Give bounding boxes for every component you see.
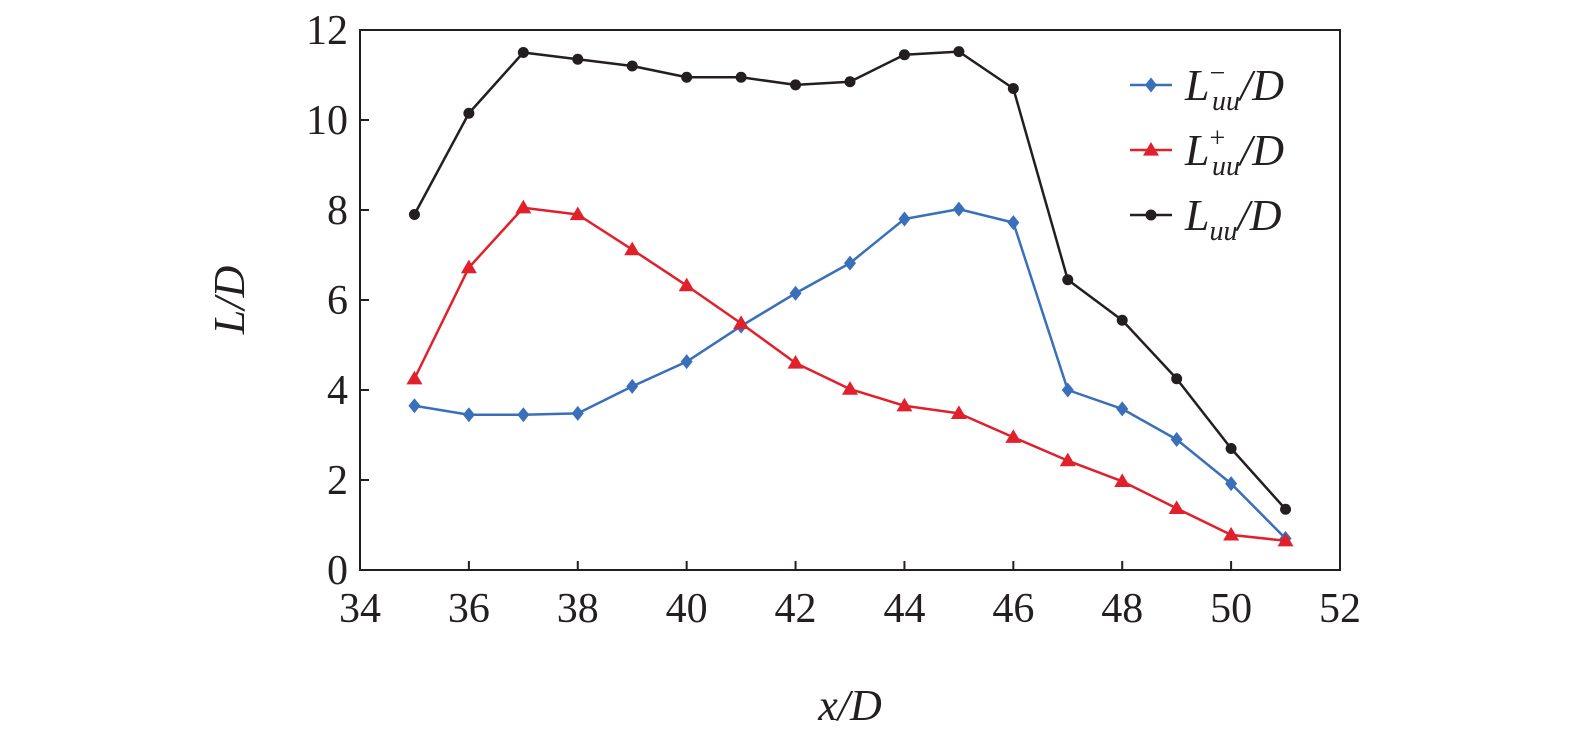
x-tick-label: 34: [339, 586, 381, 632]
series-1: [406, 199, 1294, 547]
y-axis-title: L/D: [205, 266, 254, 336]
data-point: [517, 407, 530, 423]
legend-item-0: L− uu/D: [1130, 58, 1284, 117]
x-tick-label: 36: [448, 586, 490, 632]
x-tick-label: 50: [1210, 586, 1252, 632]
legend-label: L− uu/D: [1184, 58, 1284, 117]
y-tick-label: 2: [327, 458, 348, 504]
data-point: [1225, 443, 1237, 454]
data-point: [898, 211, 911, 227]
series-2: [408, 46, 1292, 515]
series-line: [413, 50, 1287, 511]
x-tick-label: 38: [557, 586, 599, 632]
x-tick-label: 52: [1319, 586, 1361, 632]
data-point: [1225, 476, 1238, 492]
data-point: [463, 107, 475, 119]
data-point: [1116, 314, 1128, 326]
y-tick-label: 8: [327, 188, 348, 234]
x-tick-label: 42: [775, 586, 817, 632]
data-point: [735, 71, 747, 83]
legend-marker: [1143, 142, 1159, 156]
y-tick-label: 12: [306, 8, 348, 54]
data-point: [681, 71, 693, 83]
data-point: [517, 47, 529, 58]
data-point: [953, 46, 965, 58]
legend-item-1: L+ uu/D: [1130, 123, 1284, 182]
data-point: [952, 201, 965, 217]
data-point: [1170, 432, 1183, 447]
data-point: [1280, 503, 1292, 515]
legend-label: L+ uu/D: [1184, 123, 1284, 182]
data-point: [844, 255, 856, 271]
data-point: [515, 199, 532, 214]
data-point: [1223, 526, 1240, 541]
data-point: [1116, 401, 1129, 417]
data-point: [1061, 382, 1074, 398]
data-point: [462, 407, 475, 423]
data-point: [572, 53, 584, 65]
data-point: [896, 397, 913, 412]
legend-label: Luu/D: [1184, 191, 1282, 247]
data-point: [1114, 473, 1131, 487]
data-point: [569, 206, 586, 221]
x-tick-label: 44: [883, 586, 925, 632]
y-tick-label: 10: [306, 98, 348, 144]
data-point: [844, 76, 856, 88]
data-point: [678, 277, 695, 292]
data-point: [626, 378, 639, 394]
data-point: [1168, 500, 1185, 514]
data-point: [1005, 429, 1022, 443]
x-axis-title: x/D: [817, 681, 882, 730]
data-point: [842, 381, 858, 395]
data-point: [898, 49, 910, 61]
data-point: [571, 405, 584, 421]
data-point: [787, 355, 804, 369]
data-point: [1062, 274, 1074, 286]
y-tick-label: 4: [327, 368, 348, 414]
y-tick-label: 6: [327, 278, 348, 324]
legend-marker: [1145, 209, 1157, 221]
data-point: [790, 79, 802, 91]
x-tick-label: 48: [1101, 586, 1143, 632]
data-point: [626, 60, 638, 72]
data-point: [1059, 452, 1076, 467]
data-point: [680, 354, 693, 370]
x-tick-label: 40: [666, 586, 708, 632]
x-tick-label: 46: [992, 586, 1034, 632]
y-tick-label: 0: [327, 548, 348, 594]
data-point: [1277, 532, 1294, 547]
legend-item-2: Luu/D: [1130, 191, 1282, 247]
data-point: [1007, 215, 1020, 231]
data-point: [789, 285, 802, 301]
legend-marker: [1145, 77, 1157, 93]
series-0: [408, 201, 1292, 546]
data-point: [733, 315, 750, 329]
data-point: [460, 259, 477, 274]
data-point: [408, 398, 421, 414]
data-point: [1171, 373, 1183, 385]
plot-area-frame: [359, 29, 1341, 571]
data-point: [406, 370, 423, 385]
data-point: [624, 241, 641, 256]
data-point: [1007, 83, 1019, 94]
data-point: [950, 405, 967, 419]
data-point: [408, 209, 420, 220]
